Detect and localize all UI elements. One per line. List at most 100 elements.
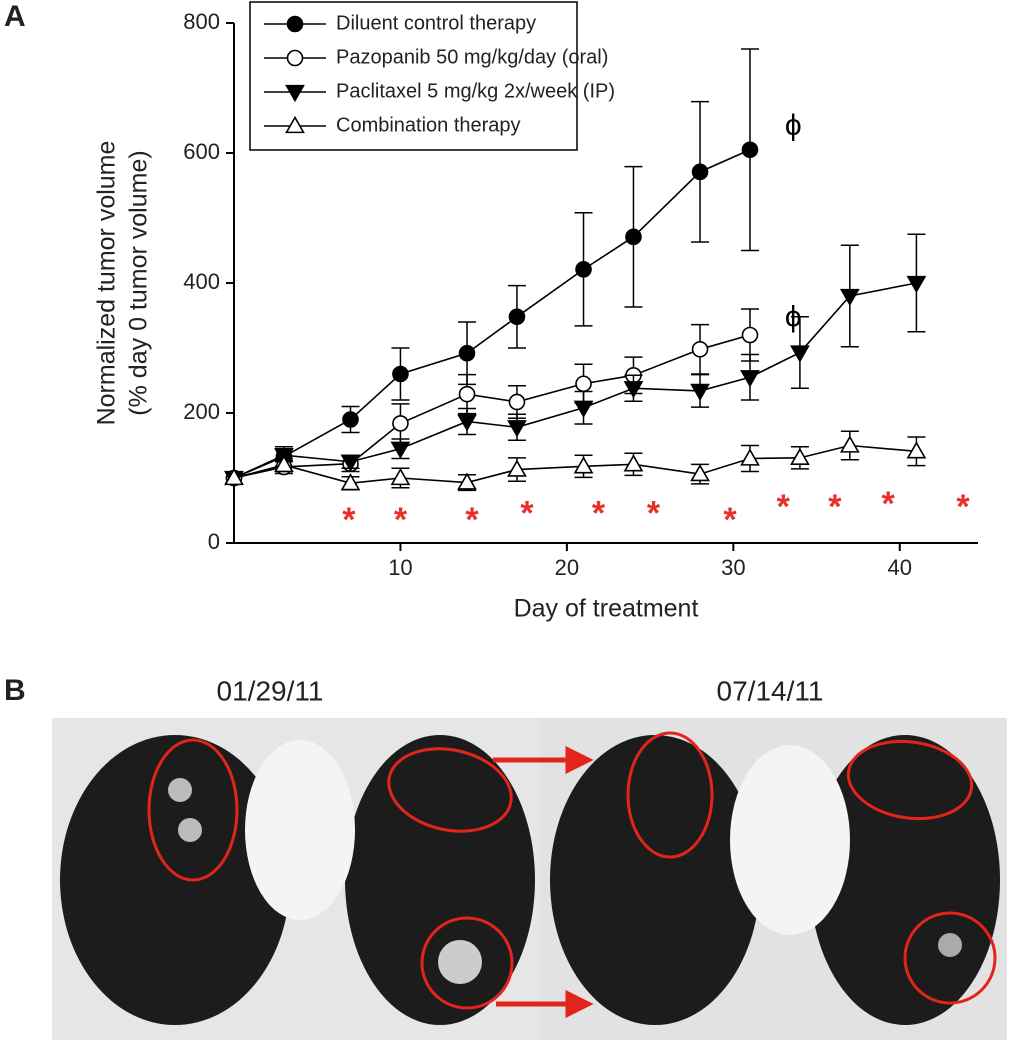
y-tick-label: 200 <box>183 399 220 424</box>
nodule <box>438 940 482 984</box>
ct-images: 01/29/11 07/14/11 <box>52 675 1007 1040</box>
annotation: * <box>465 501 479 539</box>
marker <box>392 365 409 383</box>
highlight-circle <box>147 738 239 882</box>
marker <box>691 340 709 358</box>
marker <box>575 261 592 278</box>
y-axis-title-line: Normalized tumor volume <box>93 141 121 426</box>
marker <box>390 467 411 486</box>
legend-label: Diluent control therapy <box>336 12 536 34</box>
marker <box>508 308 526 326</box>
marker <box>790 447 810 466</box>
marker <box>625 228 642 246</box>
marker <box>390 441 411 459</box>
y-tick-label: 0 <box>208 529 220 554</box>
x-axis-title: Day of treatment <box>514 595 699 623</box>
highlight-circle <box>420 916 514 1010</box>
marker <box>741 326 759 344</box>
arrow-head <box>565 989 594 1019</box>
annotation: * <box>882 485 896 523</box>
marker <box>741 141 759 159</box>
x-tick-label: 10 <box>388 555 412 580</box>
marker <box>740 448 760 466</box>
annotation: * <box>647 494 661 532</box>
marker <box>458 344 476 362</box>
nodule <box>178 818 202 842</box>
annotation: * <box>394 501 408 539</box>
marker <box>340 473 361 491</box>
marker <box>623 454 644 472</box>
y-axis-title: Normalized tumor volume (% day 0 tumor v… <box>93 141 153 426</box>
marker <box>575 375 592 393</box>
annotation: ϕ <box>785 301 802 334</box>
marker <box>507 459 527 477</box>
marker <box>839 288 860 307</box>
mediastinum <box>730 745 850 935</box>
series <box>225 430 926 492</box>
legend-marker <box>286 49 304 67</box>
x-tick-label: 30 <box>721 555 745 580</box>
line <box>233 282 917 479</box>
x-tick-label: 40 <box>888 555 912 580</box>
marker <box>274 454 294 473</box>
series <box>225 233 926 484</box>
annotation: * <box>956 488 970 526</box>
y-tick-label: 600 <box>183 139 220 164</box>
annotation: ϕ <box>785 109 802 142</box>
marker <box>508 393 526 411</box>
lung <box>345 735 535 1025</box>
x-tick-label: 20 <box>555 555 579 580</box>
marker <box>340 454 361 472</box>
line <box>233 149 751 479</box>
marker <box>457 472 477 490</box>
highlight-circle <box>846 739 974 821</box>
annotation: * <box>723 501 737 539</box>
legend-marker <box>285 115 305 134</box>
marker <box>691 163 709 181</box>
ct-date: 07/14/11 <box>717 675 824 706</box>
marker <box>573 456 594 474</box>
y-tick-label: 400 <box>183 269 220 294</box>
marker <box>457 414 477 432</box>
lung <box>550 735 760 1025</box>
arrow-head <box>565 745 594 775</box>
highlight-circle <box>626 731 714 859</box>
nodule <box>938 933 962 957</box>
marker <box>690 463 710 482</box>
marker <box>690 383 710 402</box>
legend-label: Combination therapy <box>336 114 521 136</box>
panel-label: A <box>4 0 26 33</box>
marker <box>623 381 644 399</box>
annotation: * <box>828 488 842 526</box>
panel-label: B <box>4 674 26 707</box>
y-axis-title-line: (% day 0 tumor volume) <box>125 150 153 415</box>
marker <box>458 385 476 403</box>
marker <box>342 411 359 428</box>
annotation: * <box>777 488 791 526</box>
marker <box>573 400 594 418</box>
marker <box>507 420 527 438</box>
y-tick-label: 800 <box>183 9 220 34</box>
mediastinum <box>245 740 355 920</box>
legend-label: Paclitaxel 5 mg/kg 2x/week (IP) <box>336 80 615 102</box>
annotation: * <box>592 494 606 532</box>
marker <box>906 441 927 459</box>
legend-label: Pazopanib 50 mg/kg/day (oral) <box>336 46 608 68</box>
marker <box>839 435 860 453</box>
annotation: * <box>342 501 356 539</box>
marker <box>224 467 244 486</box>
marker <box>906 275 927 294</box>
marker <box>790 345 810 363</box>
highlight-circle <box>387 747 513 833</box>
lung <box>60 735 290 1025</box>
legend-marker <box>285 84 305 103</box>
line <box>233 334 751 479</box>
marker <box>740 370 760 388</box>
annotation: * <box>520 494 534 532</box>
ct-date: 01/29/11 <box>217 675 324 706</box>
nodule <box>168 778 192 802</box>
legend-marker <box>286 15 304 33</box>
marker <box>392 415 409 432</box>
highlight-circle <box>903 911 997 1005</box>
